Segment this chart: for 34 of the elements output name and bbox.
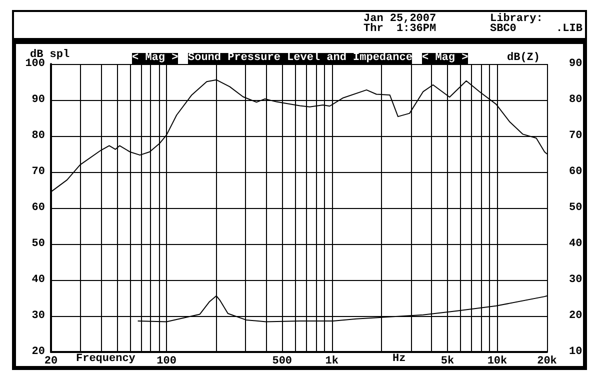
x-tick-label: 20k — [537, 356, 558, 368]
text: Library: — [490, 13, 543, 25]
text: SBC0 .LIB — [490, 23, 582, 35]
x-tick-label: 1k — [325, 356, 339, 368]
y-tick-label: 90 — [32, 94, 45, 106]
y2-tick-label: 50 — [569, 202, 582, 214]
y2-tick-label: 30 — [569, 274, 582, 286]
text: < Mag > — [422, 52, 468, 64]
text: Hz — [392, 353, 406, 365]
y-tick-label: 100 — [25, 58, 45, 70]
y2-axis-title: dB(Z) — [507, 52, 540, 64]
y2-tick-label: 80 — [569, 94, 582, 106]
y2-tick-label: 40 — [569, 238, 582, 250]
y-tick-label: 20 — [32, 346, 45, 358]
y2-tick-label: 90 — [569, 58, 582, 70]
y2-tick-label: 60 — [569, 166, 582, 178]
x-tick-label: 5k — [440, 356, 454, 368]
text: < Mag > — [132, 52, 178, 64]
y2-tick-label: 70 — [569, 130, 582, 142]
x-tick-label: 20 — [44, 356, 58, 368]
text: Thr 1:36PM — [364, 23, 436, 35]
y2-tick-label: 20 — [569, 310, 582, 322]
y2-tick-label: 10 — [569, 346, 582, 358]
y-tick-label: 30 — [32, 310, 45, 322]
chart-title: Sound Pressure Level and Impedance — [188, 52, 412, 64]
x-tick-label: 10k — [487, 356, 508, 368]
x-axis-title: Frequency — [76, 353, 136, 365]
y-tick-label: 80 — [32, 130, 45, 142]
y-tick-label: 50 — [32, 238, 45, 250]
x-tick-label: 100 — [156, 356, 176, 368]
y-tick-label: 60 — [32, 202, 45, 214]
y-tick-label: 70 — [32, 166, 45, 178]
x-tick-label: 500 — [272, 356, 292, 368]
y-tick-label: 40 — [32, 274, 45, 286]
